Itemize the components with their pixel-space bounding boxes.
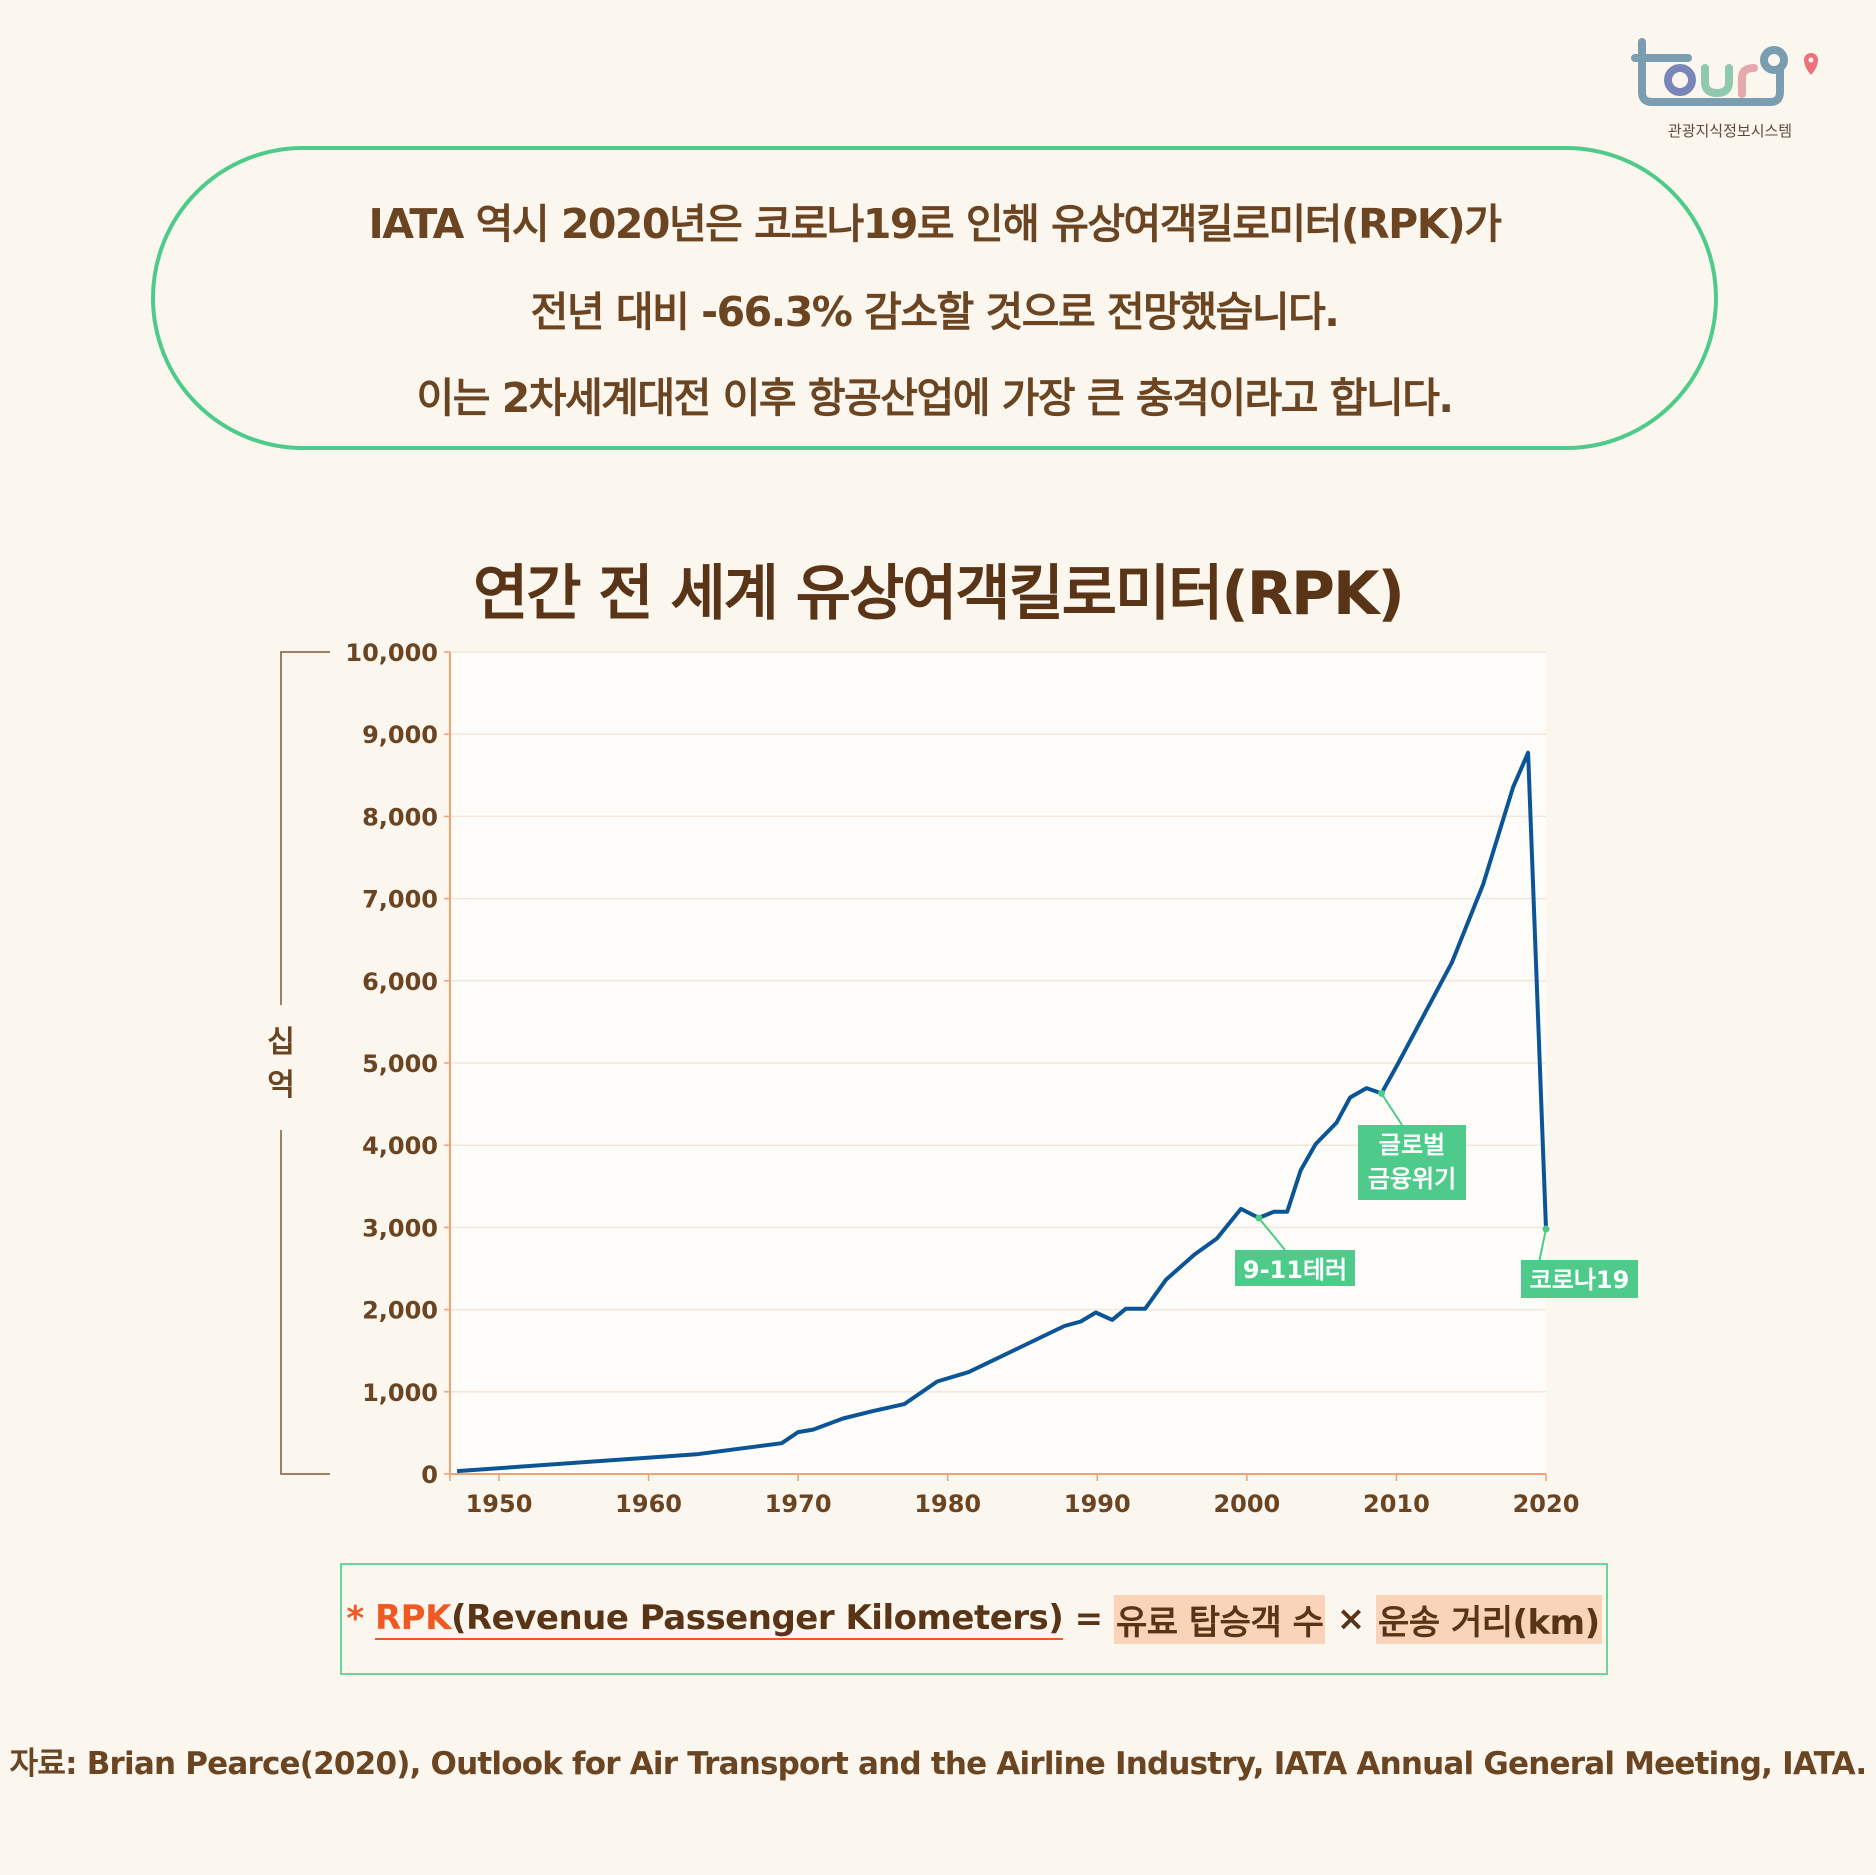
annotation-leader-line <box>1538 1228 1547 1261</box>
def-factor1: 유료 탑승객 수 <box>1114 1594 1326 1644</box>
x-tick-label: 1990 <box>1064 1490 1131 1518</box>
rpk-series-line <box>456 750 1548 1474</box>
annotation-label: 글로벌 <box>1379 1131 1445 1159</box>
annotation-box <box>1358 1125 1466 1200</box>
y-tick-label: 0 <box>421 1461 438 1489</box>
callout-box: IATA 역시 2020년은 코로나19로 인해 유상여객킬로미터(RPK)가 … <box>151 146 1718 450</box>
rpk-definition-box: * RPK(Revenue Passenger Kilometers) = 유료… <box>340 1563 1608 1675</box>
x-tick-label: 1980 <box>914 1490 981 1518</box>
chart-title: 연간 전 세계 유상여객킬로미터(RPK) <box>473 559 1405 629</box>
def-asterisk: * <box>346 1599 364 1639</box>
def-term-underlined: RPK(Revenue Passenger Kilometers) <box>375 1598 1064 1640</box>
annotation-leader-line <box>1258 1217 1286 1251</box>
annotation-label: 9-11테러 <box>1243 1256 1347 1284</box>
annotation-point <box>1542 1225 1550 1233</box>
y-tick-label: 7,000 <box>362 886 438 914</box>
y-tick-label: 6,000 <box>362 968 438 996</box>
y-unit-char-2: 억 <box>267 1068 295 1103</box>
annotation-label: 코로나19 <box>1530 1266 1630 1294</box>
y-unit-char-1: 십 <box>267 1025 295 1060</box>
def-factor2: 운송 거리(km) <box>1376 1594 1602 1644</box>
y-tick-label: 2,000 <box>362 1297 438 1325</box>
annotation-point <box>1255 1214 1263 1222</box>
annotation-point <box>1377 1089 1385 1097</box>
annotation-leader-line <box>1380 1092 1403 1126</box>
y-tick-label: 10,000 <box>345 639 438 667</box>
x-tick-label: 1970 <box>765 1490 832 1518</box>
def-expansion: (Revenue Passenger Kilometers) <box>450 1598 1064 1638</box>
x-tick-label: 2000 <box>1213 1490 1280 1518</box>
annotation-box <box>1235 1250 1355 1286</box>
y-tick-label: 9,000 <box>362 721 438 749</box>
callout-line-1: IATA 역시 2020년은 코로나19로 인해 유상여객킬로미터(RPK)가 <box>368 200 1502 248</box>
def-equals: = <box>1074 1599 1104 1639</box>
y-tick-label: 1,000 <box>362 1379 438 1407</box>
def-term: RPK <box>375 1598 451 1638</box>
y-tick-label: 3,000 <box>362 1214 438 1242</box>
annotation-label: 금융위기 <box>1368 1165 1456 1193</box>
x-tick-label: 2010 <box>1363 1490 1430 1518</box>
callout-line-3: 이는 2차세계대전 이후 항공산업에 가장 큰 충격이라고 합니다. <box>416 374 1454 422</box>
x-tick-label: 2020 <box>1513 1490 1580 1518</box>
x-tick-label: 1950 <box>466 1490 533 1518</box>
x-tick-label: 1960 <box>615 1490 682 1518</box>
y-tick-label: 8,000 <box>362 803 438 831</box>
logo-subtitle: 관광지식정보시스템 <box>1667 122 1793 140</box>
callout-line-2: 전년 대비 -66.3% 감소할 것으로 전망했습니다. <box>530 288 1340 336</box>
def-times: × <box>1336 1599 1366 1639</box>
source-citation: 자료: Brian Pearce(2020), Outlook for Air … <box>9 1746 1867 1782</box>
y-tick-label: 4,000 <box>362 1132 438 1160</box>
tour9-logo <box>1631 38 1818 106</box>
y-tick-label: 5,000 <box>362 1050 438 1078</box>
annotation-box <box>1521 1260 1638 1298</box>
